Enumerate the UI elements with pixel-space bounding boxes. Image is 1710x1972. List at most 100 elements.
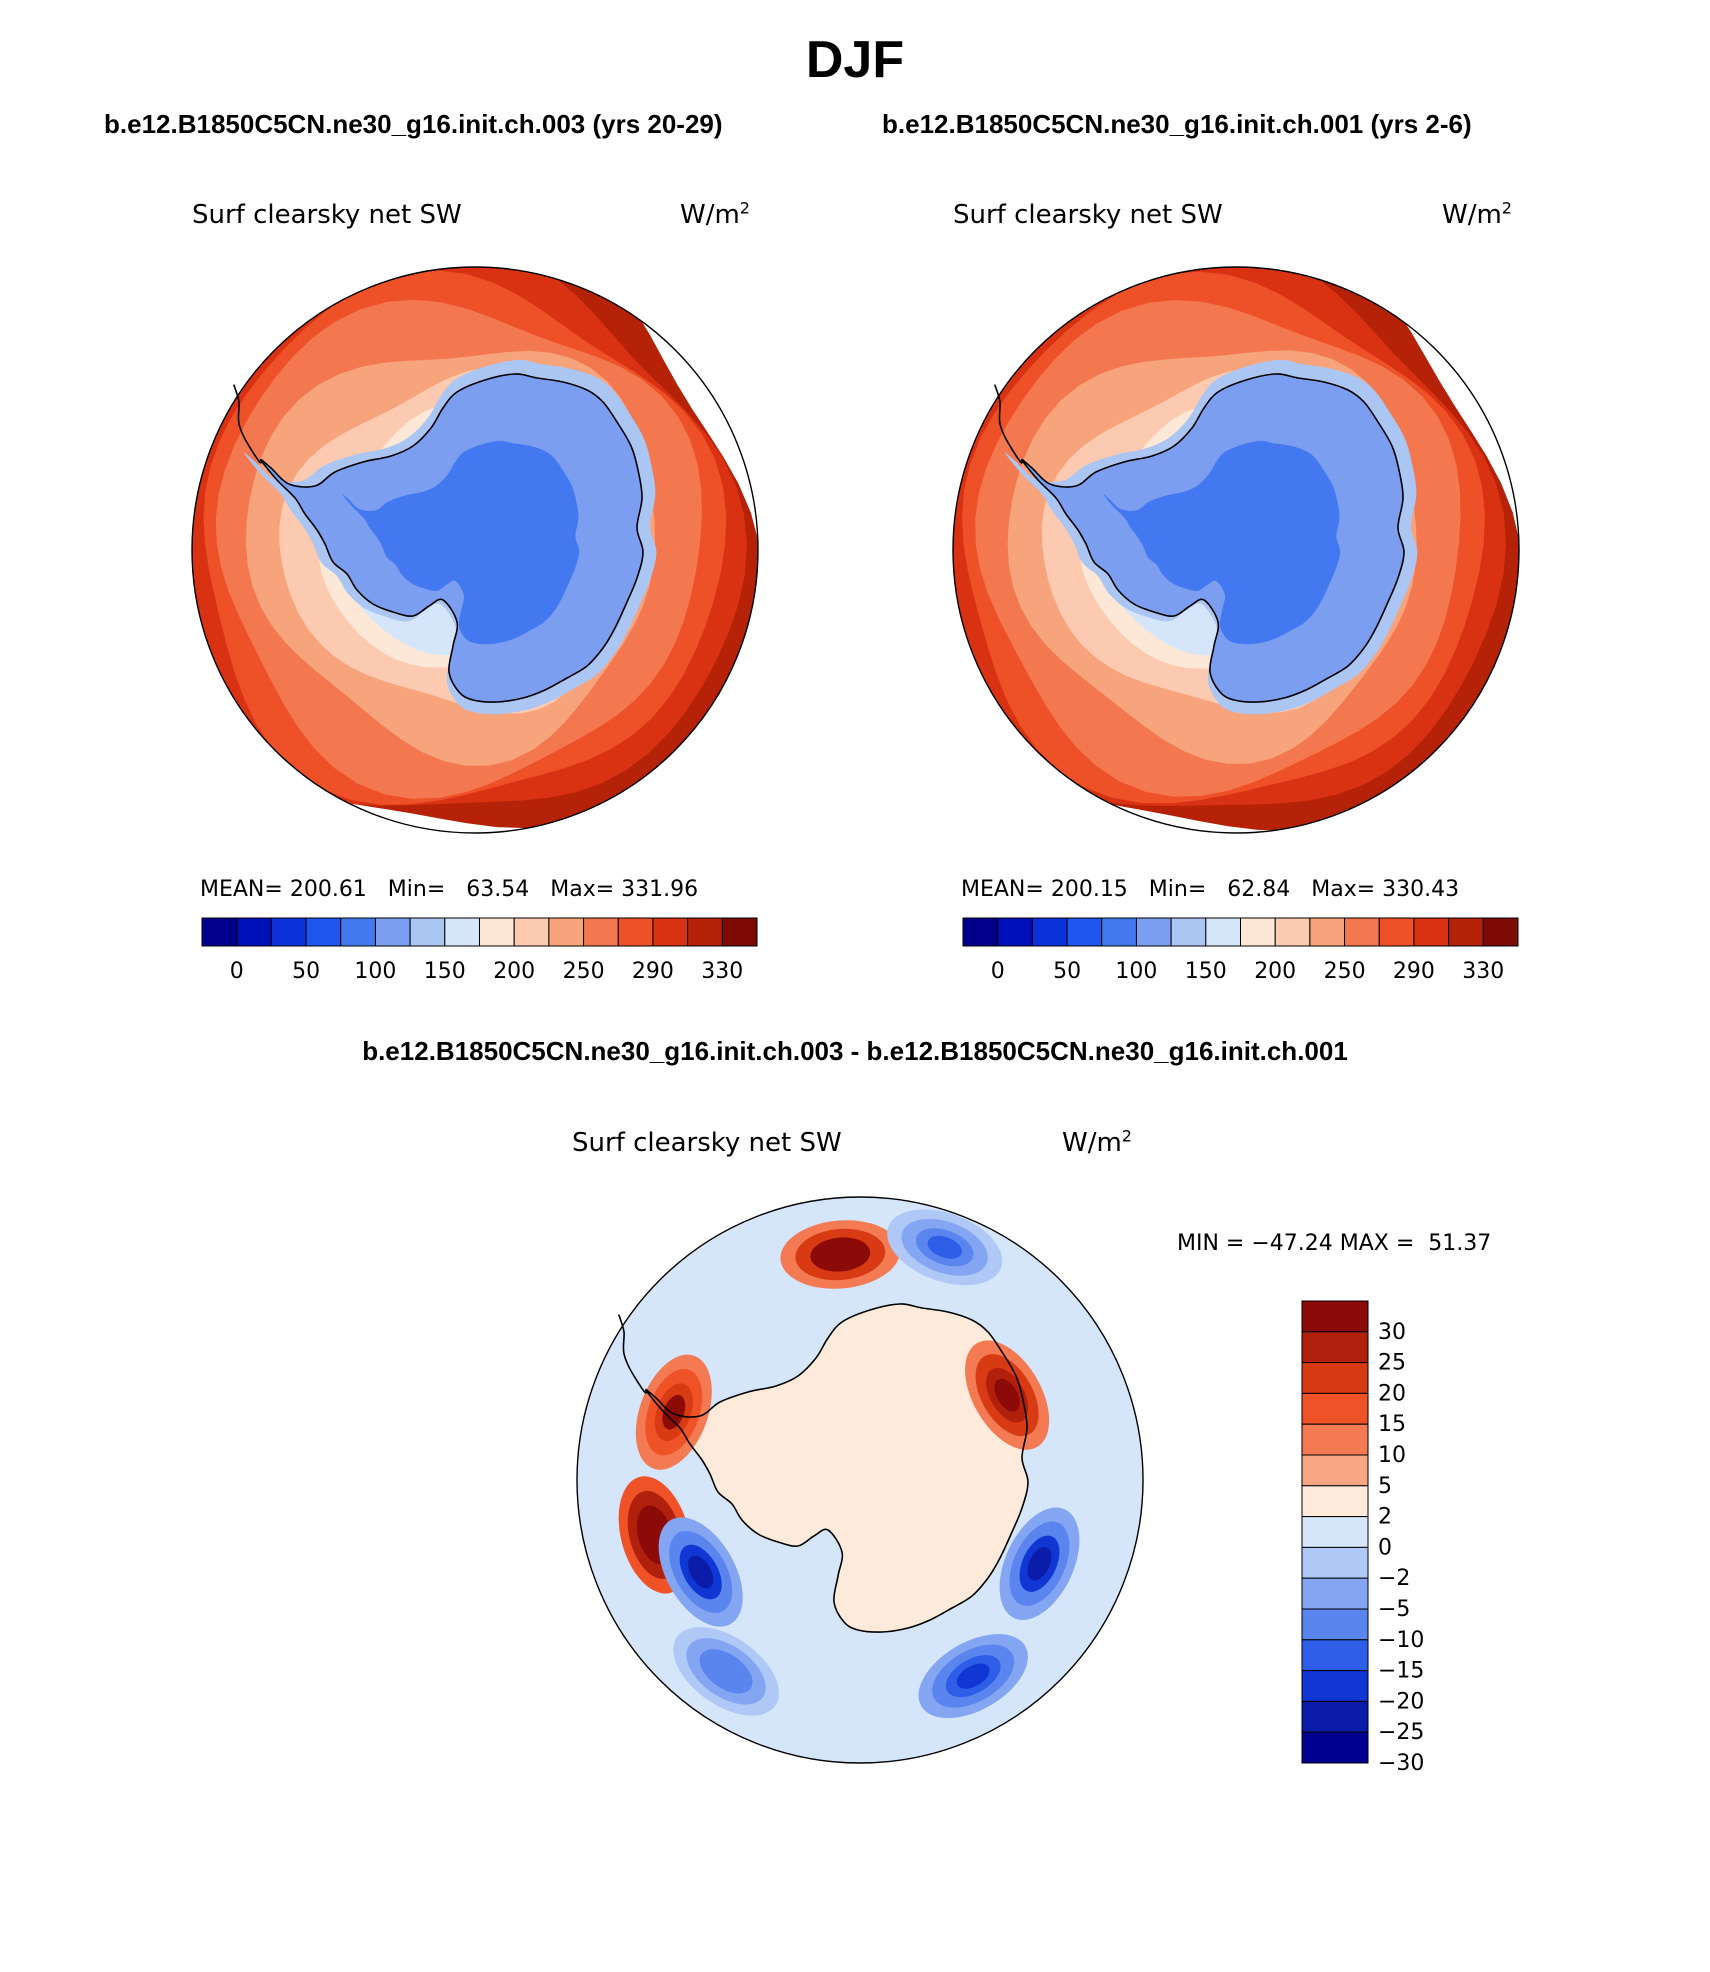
colorbar-segment xyxy=(1301,1392,1369,1425)
colorbar-segment xyxy=(479,917,515,947)
colorbar-segment xyxy=(617,917,654,947)
colorbar-segment xyxy=(1301,1639,1369,1672)
case-title-right: b.e12.B1850C5CN.ne30_g16.init.ch.001 (yr… xyxy=(882,109,1472,139)
colorbar-segment xyxy=(340,917,376,947)
case-title-left: b.e12.B1850C5CN.ne30_g16.init.ch.003 (yr… xyxy=(104,109,723,139)
colorbar-tick-label: −30 xyxy=(1378,1751,1424,1775)
map-boundary xyxy=(576,1196,1144,1764)
colorbar-segment xyxy=(1301,1700,1369,1733)
colorbar-segment xyxy=(1301,1300,1369,1333)
difference-title: b.e12.B1850C5CN.ne30_g16.init.ch.003 - b… xyxy=(362,1036,1348,1066)
colorbar-tick-label: −15 xyxy=(1378,1659,1424,1684)
colorbar-tick-label: 290 xyxy=(1393,959,1435,984)
coastline-peninsula xyxy=(994,384,1024,464)
contour-band xyxy=(342,440,580,645)
colorbar-tick-label: 200 xyxy=(493,959,535,984)
polar-map-left xyxy=(191,266,759,834)
colorbar-segment xyxy=(305,917,342,947)
colorbar-segment xyxy=(962,917,999,947)
colorbar-segment xyxy=(1344,917,1380,947)
min-value: 63.54 xyxy=(466,877,530,902)
colorbar-segment xyxy=(1301,1608,1369,1641)
coastline xyxy=(645,1303,1029,1633)
colorbar-segment xyxy=(1301,1577,1369,1610)
colorbar-tick-label: 25 xyxy=(1378,1351,1406,1376)
colorbar-segment xyxy=(1101,917,1137,947)
colorbar-tick-label: 15 xyxy=(1378,1412,1406,1437)
colorbar-segment xyxy=(1301,1731,1369,1764)
variable-label-right: Surf clearsky net SW xyxy=(953,200,1223,230)
colorbar-segment xyxy=(721,917,758,947)
colorbar-segment xyxy=(997,917,1033,947)
colorbar-tick-label: 0 xyxy=(1378,1535,1392,1560)
colorbar-tick-label: −2 xyxy=(1378,1566,1410,1591)
units-label-right: W/m2 xyxy=(1442,198,1512,230)
polar-map-right xyxy=(952,266,1520,834)
colorbar-tick-label: 10 xyxy=(1378,1443,1406,1468)
colorbar-segment xyxy=(1448,917,1484,947)
variable-label-diff: Surf clearsky net SW xyxy=(572,1128,842,1158)
units-label-diff: W/m2 xyxy=(1062,1126,1132,1158)
colorbar-tick-label: −20 xyxy=(1378,1689,1424,1714)
stats-left: MEAN= 200.61 Min= 63.54 Max= 331.96 xyxy=(200,877,699,902)
colorbar-segment xyxy=(1066,917,1103,947)
colorbar-tick-label: 100 xyxy=(354,959,396,984)
colorbar-segment xyxy=(1378,917,1415,947)
colorbar-tick-label: 150 xyxy=(424,959,466,984)
colorbar-tick-label: 5 xyxy=(1378,1474,1392,1499)
colorbar-segment xyxy=(687,917,723,947)
colorbar-segment xyxy=(583,917,619,947)
colorbar-tick-label: 50 xyxy=(1053,959,1081,984)
colorbar-segment xyxy=(1482,917,1519,947)
contour-band xyxy=(645,1303,1028,1633)
stats-right: MEAN= 200.15 Min= 62.84 Max= 330.43 xyxy=(961,877,1460,902)
colorbar-segment xyxy=(1301,1670,1369,1702)
colorbar-segment xyxy=(513,917,550,947)
diff-minmax: MIN = −47.24 MAX = 51.37 xyxy=(1177,1231,1492,1256)
colorbar-tick-label: 200 xyxy=(1254,959,1296,984)
colorbar-segment xyxy=(1135,917,1172,947)
anomaly-contour xyxy=(927,1235,962,1259)
colorbar-segment xyxy=(1301,1331,1369,1364)
units-label-left: W/m2 xyxy=(680,198,750,230)
map-field xyxy=(577,1197,1143,1763)
colorbar-segment xyxy=(374,917,411,947)
min-value: 62.84 xyxy=(1227,877,1291,902)
colorbar-tick-label: 50 xyxy=(292,959,320,984)
colorbar-segment xyxy=(236,917,272,947)
colorbar-segment xyxy=(444,917,480,947)
anomaly-contour xyxy=(688,1555,714,1589)
colorbar-segment xyxy=(1205,917,1241,947)
coastline-peninsula xyxy=(618,1314,648,1394)
colorbar-segment xyxy=(1301,1454,1369,1487)
coastline xyxy=(260,373,644,703)
map-field xyxy=(953,267,1519,831)
anomaly-contour xyxy=(822,1244,859,1265)
colorbar-segment xyxy=(1301,1516,1369,1548)
mean-value: 200.61 xyxy=(289,877,367,902)
colorbar-tick-label: 330 xyxy=(701,959,743,984)
colorbar-segment xyxy=(548,917,585,947)
colorbar-tick-label: 0 xyxy=(991,959,1005,984)
anomaly-contour xyxy=(710,1658,742,1685)
colorbar-tick-label: −10 xyxy=(1378,1628,1424,1653)
max-value: 331.96 xyxy=(621,877,699,902)
polar-map-difference xyxy=(576,1196,1144,1764)
colorbar-tick-label: 20 xyxy=(1378,1381,1406,1406)
colorbar-segment xyxy=(270,917,307,947)
mean-value: 200.15 xyxy=(1050,877,1128,902)
map-boundary xyxy=(952,266,1520,834)
colorbar-tick-label: 330 xyxy=(1462,959,1504,984)
colorbar-segment xyxy=(652,917,689,947)
colorbar-tick-label: −25 xyxy=(1378,1720,1424,1745)
colorbar-segment xyxy=(1301,1362,1369,1394)
anomaly-contour xyxy=(1027,1546,1052,1581)
colorbar-tick-label: 150 xyxy=(1185,959,1227,984)
colorbar-segment xyxy=(1170,917,1207,947)
colorbar-segment xyxy=(1031,917,1068,947)
colorbar-tick-label: 30 xyxy=(1378,1320,1406,1345)
page-title: DJF xyxy=(805,31,905,89)
colorbar-segment xyxy=(1274,917,1311,947)
colorbar-segment xyxy=(1413,917,1450,947)
